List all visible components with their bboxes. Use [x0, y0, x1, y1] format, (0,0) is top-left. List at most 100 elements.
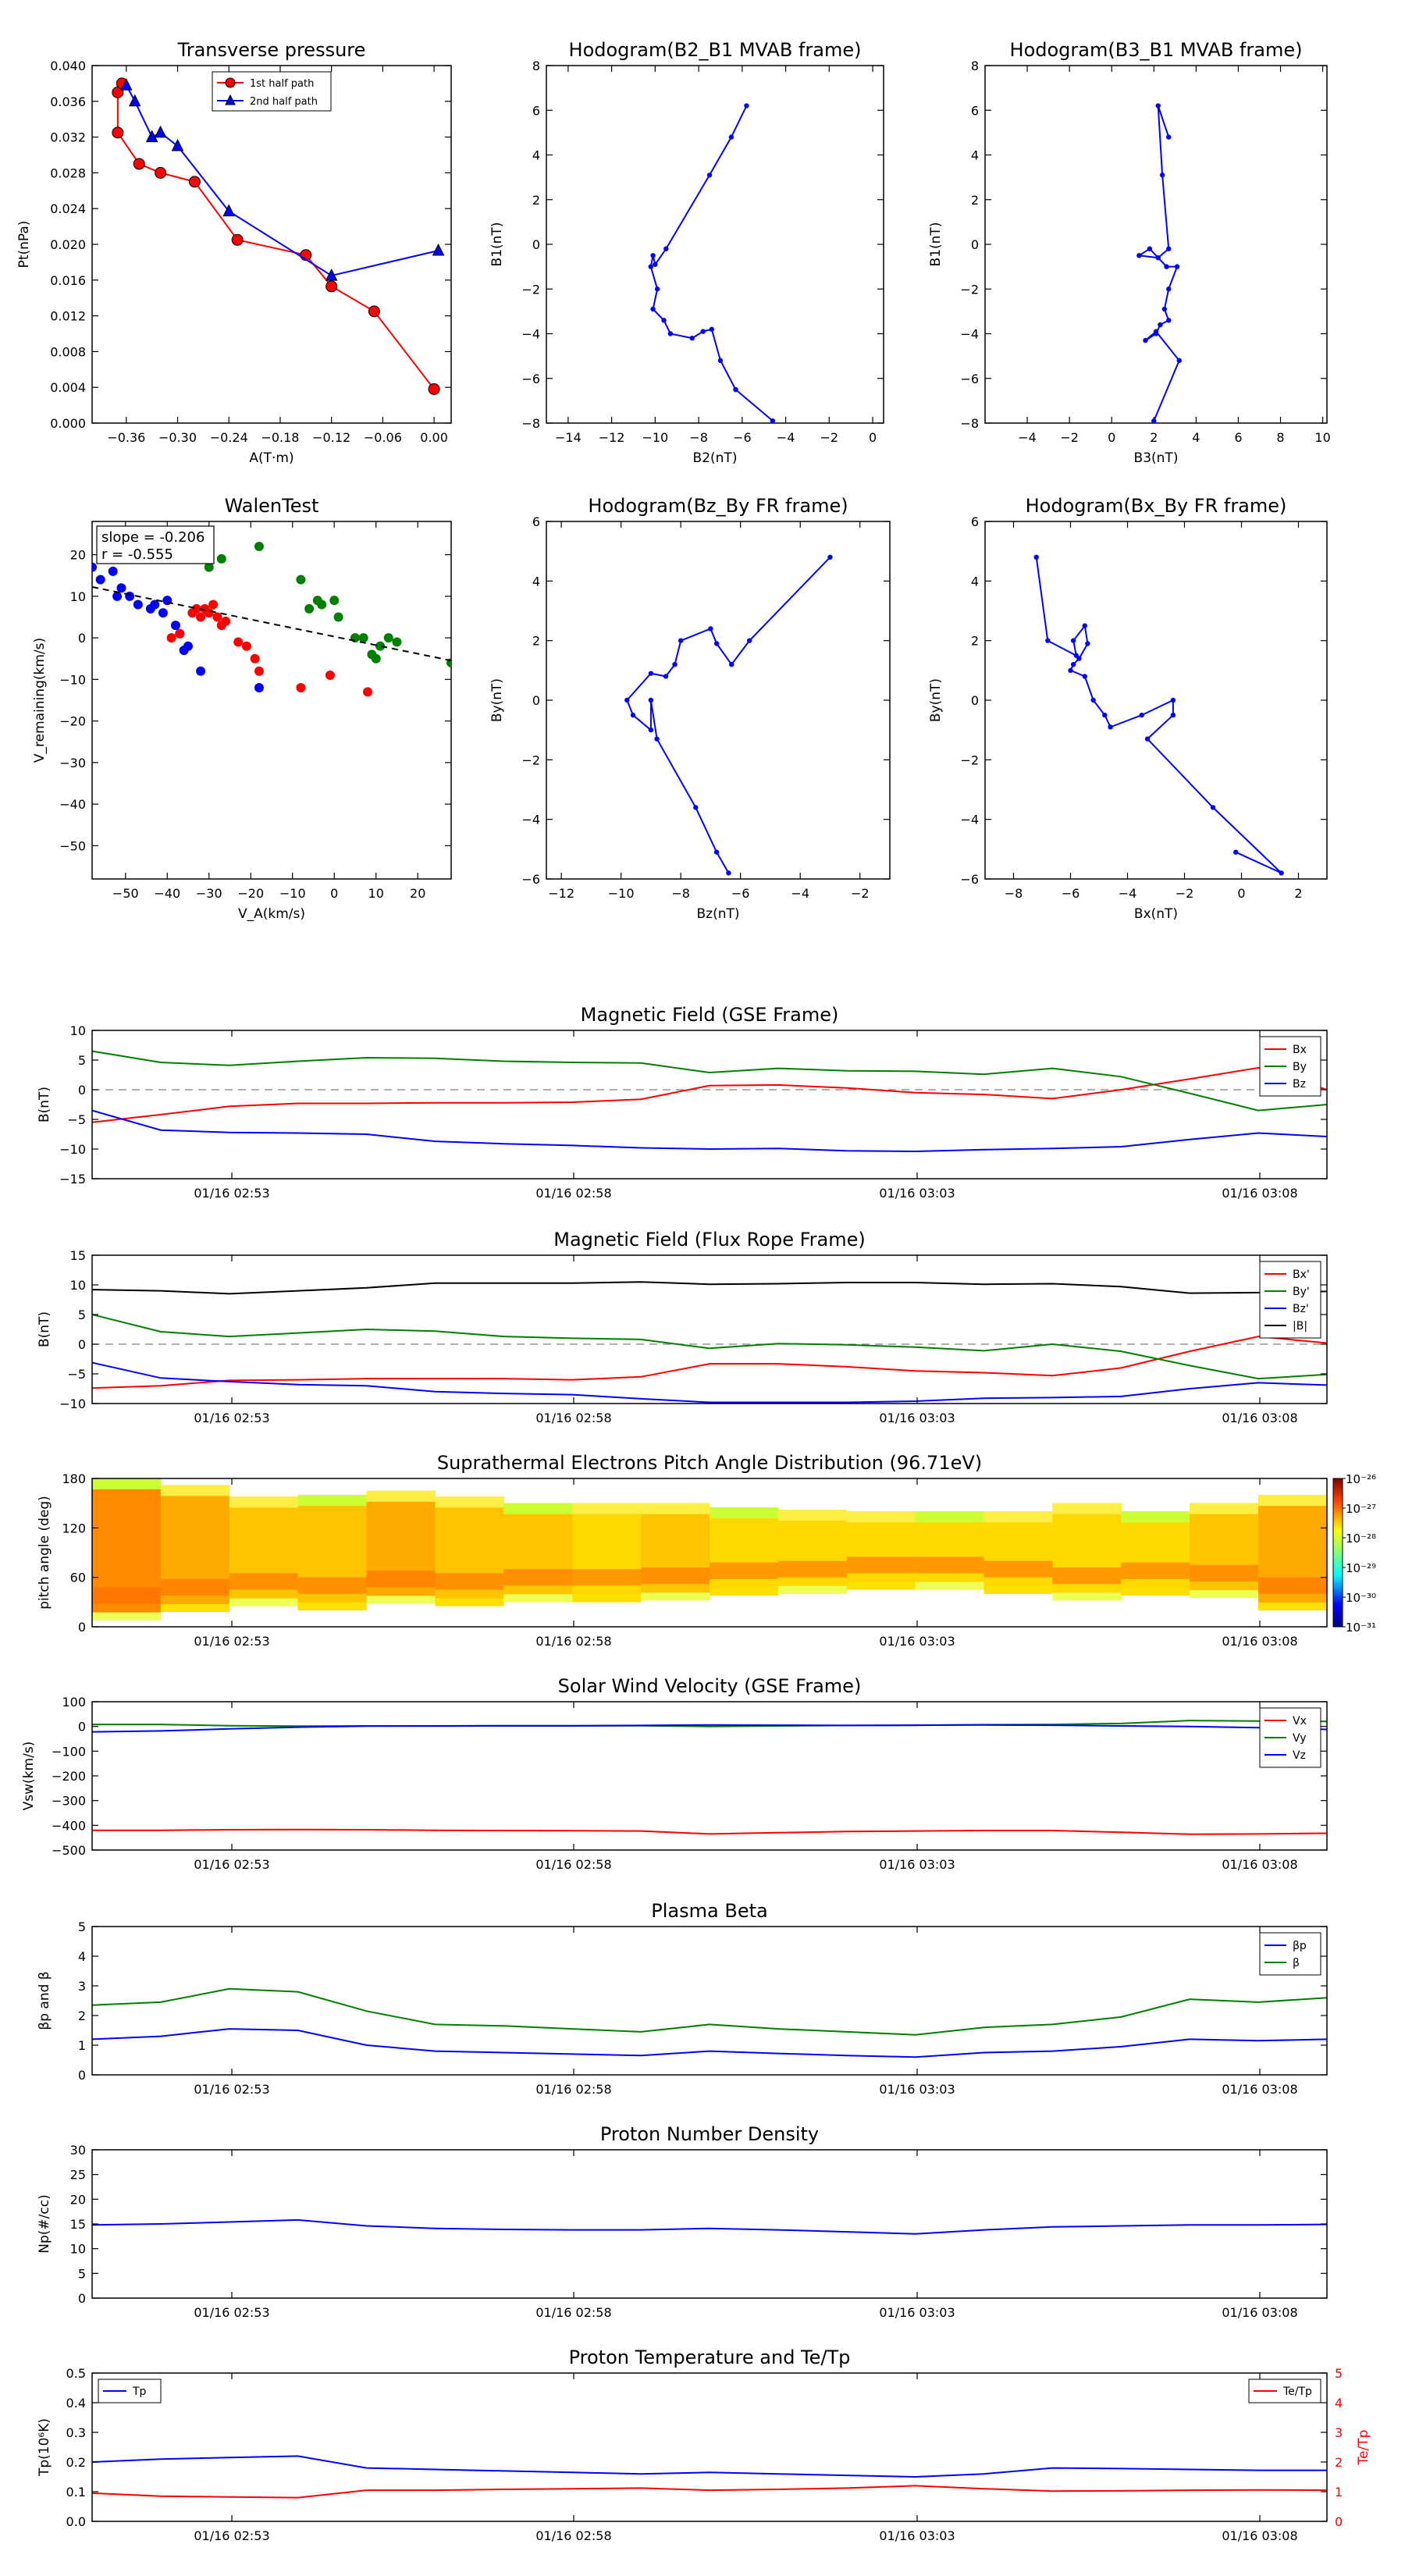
pad-xtick-label: 01/16 03:08 [1222, 1634, 1297, 1649]
pad-xtick-label: 01/16 03:03 [879, 1634, 955, 1649]
walen-test-point [254, 683, 264, 693]
hodogram-bx-by-point [1102, 712, 1108, 718]
hodogram-b2-b1-xtick-label: −8 [689, 430, 708, 445]
hodogram-b3-b1-xtick-label: −4 [1018, 430, 1037, 445]
walen-test-point [208, 600, 219, 610]
plasma-beta-frame [91, 1926, 1328, 2076]
hodogram-b2-b1-point [654, 286, 660, 292]
hodogram-b2-b1-xtick-label: −10 [642, 430, 668, 445]
mag-fr-series-Bx [91, 1336, 1328, 1389]
hodogram-b3-b1-ytick-label: −8 [960, 416, 979, 431]
mag-fr-xtick-label: 01/16 03:08 [1222, 1411, 1297, 1425]
walen-test-point [233, 637, 244, 647]
hodogram-bz-by-xtick-label: −12 [548, 886, 574, 901]
walen-test-ytick-label: −50 [59, 838, 86, 853]
hodogram-bx-by-xtick-label: −2 [1176, 886, 1194, 901]
pad-bin-bottom [366, 1596, 436, 1604]
hodogram-b3-b1-point [1147, 246, 1153, 251]
sw-velocity-ytick-label: −100 [52, 1744, 86, 1759]
hodogram-bz-by-point [630, 712, 636, 718]
pad-bin [1052, 1503, 1122, 1601]
hodogram-bz-by-xtick-label: −8 [671, 886, 690, 901]
transverse-pressure-ytick-label: 0.032 [50, 130, 86, 145]
proton-temperature-ytick-label: 0.1 [66, 2485, 86, 2500]
proton-temperature-ytick-label: 0.0 [66, 2514, 86, 2529]
hodogram-bz-by-ytick-label: 2 [532, 634, 540, 649]
hodogram-bx-by-point [1210, 805, 1216, 810]
hodogram-b3-b1-point [1166, 246, 1172, 251]
plasma-beta-ytick-label: 5 [78, 1920, 86, 1934]
transverse-pressure-point [432, 243, 445, 256]
mag-gse-ytick-label: 10 [70, 1023, 86, 1038]
transverse-pressure-legend-label: 1st half path [250, 78, 314, 90]
hodogram-b2-b1-xtick-label: −2 [820, 430, 839, 445]
hodogram-bx-by-ytick-label: 4 [971, 574, 979, 589]
mag-gse-legend-label: By [1293, 1061, 1307, 1073]
pad-ytick-label: 0 [78, 1620, 86, 1635]
mag-gse-legend-label: Bx [1293, 1044, 1307, 1056]
hodogram-b2-b1-point [663, 246, 669, 251]
pad-bin-core [160, 1578, 230, 1596]
hodogram-b2-b1-ylabel: B1(nT) [489, 222, 505, 267]
plasma-beta-xtick-label: 01/16 02:53 [194, 2082, 269, 2097]
plasma-beta-xtick-label: 01/16 02:58 [535, 2082, 611, 2097]
hodogram-bz-by-series-line [626, 557, 831, 873]
transverse-pressure-xtick-label: −0.24 [210, 430, 248, 445]
hodogram-b2-b1-xtick-label: −14 [555, 430, 582, 445]
proton-density-ytick-label: 15 [70, 2217, 86, 2232]
hodogram-b3-b1-ytick-label: 6 [971, 103, 979, 118]
hodogram-bx-by-point [1108, 724, 1113, 730]
hodogram-bz-by-ytick-label: 6 [532, 514, 540, 529]
hodogram-bz-by-ytick-label: 4 [532, 574, 540, 589]
hodogram-b3-b1-point [1151, 418, 1157, 424]
walen-test-xlabel: V_A(km/s) [238, 906, 305, 922]
hodogram-b3-b1-xtick-label: −2 [1060, 430, 1079, 445]
transverse-pressure-ytick-label: 0.036 [50, 94, 86, 109]
walen-test-point [116, 583, 126, 593]
walen-test-point [212, 612, 222, 622]
pad-bin-core [710, 1562, 779, 1579]
pad-bin-bottom [572, 1594, 642, 1603]
plasma-beta-ytick-label: 1 [78, 2038, 86, 2053]
hodogram-bx-by-xtick-label: 2 [1294, 886, 1302, 901]
walen-test-title: WalenTest [225, 495, 319, 517]
hodogram-b2-b1-xtick-label: −6 [733, 430, 752, 445]
mag-fr-legend-label: By' [1293, 1286, 1310, 1298]
pad-bin [915, 1511, 985, 1590]
mag-gse-ylabel: B(nT) [37, 1087, 52, 1123]
pad-bin-bottom [777, 1585, 848, 1594]
transverse-pressure-legend-label: 2nd half path [250, 96, 318, 108]
hodogram-b2-b1-ytick-label: −4 [521, 327, 540, 342]
proton-density-ylabel: Np(#/cc) [37, 2194, 52, 2253]
proton-temperature-ylabel: Tp(10⁶K) [37, 2418, 52, 2477]
pad-bin-bottom [710, 1587, 779, 1596]
transverse-pressure-legend-marker [225, 94, 236, 105]
transverse-pressure-frame [91, 65, 452, 424]
walen-test-point [204, 562, 214, 572]
hodogram-b3-b1-point [1155, 254, 1161, 261]
hodogram-b2-b1-ytick-label: −2 [521, 282, 540, 297]
walen-test-point [329, 596, 340, 606]
transverse-pressure-ytick-label: 0.000 [50, 416, 86, 431]
pad-ytick-label: 60 [70, 1571, 86, 1585]
sw-velocity-ytick-label: 100 [62, 1695, 86, 1710]
proton-density-ytick-label: 20 [70, 2192, 86, 2207]
pad-bin-top [846, 1511, 916, 1523]
transverse-pressure-ytick-label: 0.016 [50, 273, 86, 288]
hodogram-bz-by-xtick-label: −10 [608, 886, 635, 901]
proton-temperature-xtick-label: 01/16 03:08 [1222, 2528, 1297, 2543]
pad-bin-core [984, 1560, 1053, 1578]
hodogram-b3-b1-ytick-label: −4 [960, 327, 979, 342]
pad-bin-core [1052, 1567, 1122, 1585]
walen-test-xtick-label: −20 [237, 886, 264, 901]
pad-xtick-label: 01/16 02:53 [194, 1634, 269, 1649]
transverse-pressure-ytick-label: 0.028 [50, 165, 86, 180]
mag-fr-legend-label: Bz' [1293, 1303, 1309, 1315]
hodogram-b3-b1-point [1166, 286, 1172, 292]
transverse-pressure-ytick-label: 0.012 [50, 309, 86, 324]
walen-test-point [221, 616, 231, 626]
walen-test-xtick-label: 10 [368, 886, 384, 901]
hodogram-b2-b1-xtick-label: 0 [869, 430, 877, 445]
proton-density-series-Np [91, 2218, 1328, 2235]
hodogram-bx-by-frame [984, 521, 1328, 880]
